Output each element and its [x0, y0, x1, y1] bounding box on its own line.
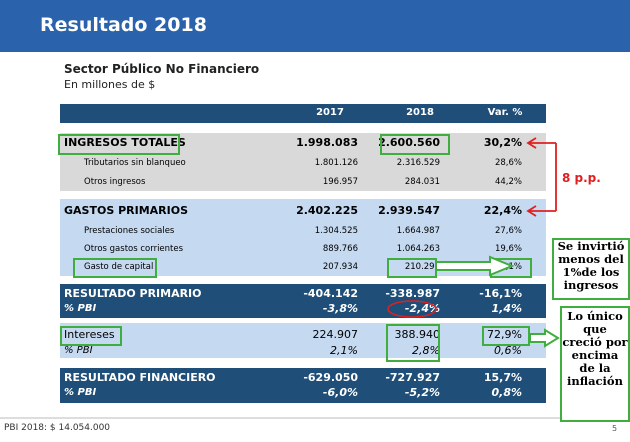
column-header: 2017 — [316, 107, 344, 118]
row-label: INGRESOS TOTALES — [64, 136, 186, 149]
cell-value: 28,6% — [494, 158, 522, 168]
arrow — [435, 255, 515, 277]
cell-value: 196.957 — [322, 177, 358, 187]
cell-value: 284.031 — [404, 177, 440, 187]
highlight-box — [386, 324, 440, 362]
row-label: RESULTADO PRIMARIO — [64, 287, 202, 300]
cell-value: -6,0% — [322, 386, 358, 399]
cell-value: 207.934 — [322, 262, 358, 272]
capital-note: Se invirtió menos del 1%de los ingresos — [552, 238, 630, 300]
cell-value: -3,8% — [322, 302, 358, 315]
cell-value: 0,6% — [494, 344, 522, 357]
income-bg — [60, 133, 546, 191]
row-label: Otros gastos corrientes — [84, 244, 184, 254]
unit: En millones de $ — [64, 78, 156, 91]
row-label: Tributarios sin blanqueo — [84, 158, 186, 168]
cell-value: -2,4% — [404, 302, 440, 315]
cell-value: -727.927 — [385, 371, 440, 384]
footer-note: PBI 2018: $ 14.054.000 — [4, 423, 111, 433]
page-number: 5 — [612, 424, 618, 433]
highlight-box — [58, 134, 180, 155]
cell-value: -338.987 — [385, 287, 440, 300]
cell-value: 0,8% — [491, 386, 522, 399]
cell-value: 224.907 — [312, 328, 359, 341]
row-label: Gasto de capital — [84, 262, 154, 272]
cell-value: 1.801.126 — [314, 158, 358, 168]
highlight-box — [60, 326, 122, 346]
row-label: Intereses — [64, 328, 115, 341]
cell-value: -629.050 — [303, 371, 358, 384]
cell-value: 2,1% — [330, 344, 358, 357]
cell-value: 2.939.547 — [378, 204, 440, 217]
cell-value: 1.064.263 — [396, 244, 440, 254]
highlight-box — [380, 134, 450, 155]
cell-value: 30,2% — [483, 136, 522, 149]
circle — [387, 300, 437, 318]
cell-value: 2.316.529 — [396, 158, 440, 168]
row-label: Otros ingresos — [84, 177, 146, 187]
cell-value: 15,7% — [483, 371, 522, 384]
cell-value: 2,8% — [412, 344, 440, 357]
cell-value: 27,6% — [494, 226, 522, 236]
primary-bg — [60, 284, 546, 318]
cell-value: 889.766 — [322, 244, 358, 254]
bracket-arrow — [526, 137, 557, 217]
cell-value: 72,9% — [487, 328, 522, 341]
cell-value: 2.402.225 — [296, 204, 358, 217]
row-label: % PBI — [64, 387, 97, 398]
cell-value: 22,4% — [483, 204, 522, 217]
row-label: RESULTADO FINANCIERO — [64, 371, 216, 384]
title-bar — [0, 0, 630, 52]
column-header: Var. % — [487, 107, 523, 118]
row-label: GASTOS PRIMARIOS — [64, 204, 188, 217]
financial-bg — [60, 368, 546, 403]
cell-value: 1.304.525 — [314, 226, 358, 236]
row-label: % PBI — [64, 303, 97, 314]
interest-note: Lo único que creció por encima de la inf… — [560, 306, 630, 422]
title: Resultado 2018 — [40, 14, 207, 36]
column-header: 2018 — [406, 107, 434, 118]
cell-value: 1,4% — [491, 302, 522, 315]
cell-value: -404.142 — [303, 287, 358, 300]
cell-value: 2.600.560 — [378, 136, 440, 149]
highlight-box — [73, 258, 157, 278]
interest-bg — [60, 323, 546, 358]
row-label: Prestaciones sociales — [84, 226, 175, 236]
header-row-bg — [60, 104, 546, 123]
cell-value: 210.296 — [404, 262, 440, 272]
cell-value: -5,2% — [404, 386, 440, 399]
cell-value: 1.998.083 — [296, 136, 358, 149]
subtitle: Sector Público No Financiero — [64, 62, 260, 76]
cell-value: 44,2% — [494, 177, 522, 187]
cell-value: 19,6% — [494, 244, 522, 254]
arrow — [529, 328, 560, 348]
cell-value: 388.940 — [394, 328, 441, 341]
row-label: % PBI — [64, 345, 93, 356]
gap-label: 8 p.p. — [562, 171, 601, 185]
cell-value: 1.664.987 — [396, 226, 440, 236]
cell-value: -16,1% — [479, 287, 522, 300]
